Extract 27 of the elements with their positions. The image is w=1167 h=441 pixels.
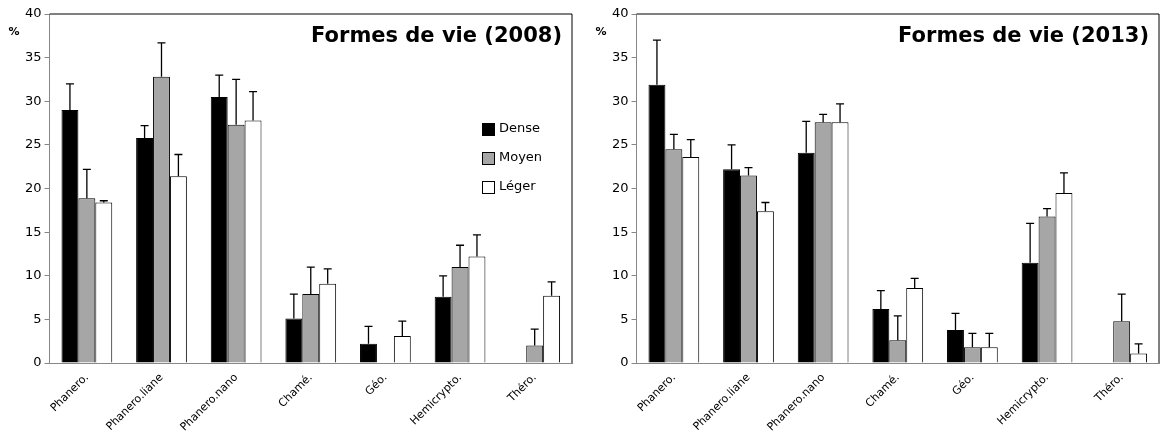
y-tick-label: 0 bbox=[620, 354, 629, 370]
y-axis-title: % bbox=[8, 24, 20, 38]
y-tick-label: 15 bbox=[25, 223, 42, 239]
y-tick-label: 30 bbox=[612, 92, 629, 108]
y-tick-label: 25 bbox=[612, 136, 629, 152]
y-tick-label: 35 bbox=[25, 49, 42, 65]
y-tick-label: 10 bbox=[612, 267, 629, 283]
y-tick-label: 15 bbox=[612, 223, 629, 239]
y-tick-label: 5 bbox=[620, 310, 629, 326]
y-tick-label: 30 bbox=[25, 92, 42, 108]
x-tick-label: Géo. bbox=[949, 370, 977, 398]
text: Formes de vie (2013) bbox=[898, 22, 1149, 47]
y-tick-label: 25 bbox=[25, 136, 42, 152]
y-tick-label: 5 bbox=[33, 310, 42, 326]
y-tick-label: 40 bbox=[25, 5, 42, 21]
legend-label: Moyen bbox=[499, 148, 543, 164]
y-tick-label: 10 bbox=[25, 267, 42, 283]
y-tick-label: 35 bbox=[612, 49, 629, 65]
legend-label: Dense bbox=[499, 119, 541, 135]
y-tick-label: 20 bbox=[25, 179, 42, 195]
text: Formes de vie (2008) bbox=[311, 22, 562, 47]
y-tick-label: 40 bbox=[612, 5, 629, 21]
y-axis-title: % bbox=[595, 24, 607, 38]
y-tick-label: 20 bbox=[612, 179, 629, 195]
y-tick-label: 0 bbox=[33, 354, 42, 370]
legend-label: Léger bbox=[499, 177, 537, 193]
x-tick-label: Géo. bbox=[362, 370, 390, 398]
